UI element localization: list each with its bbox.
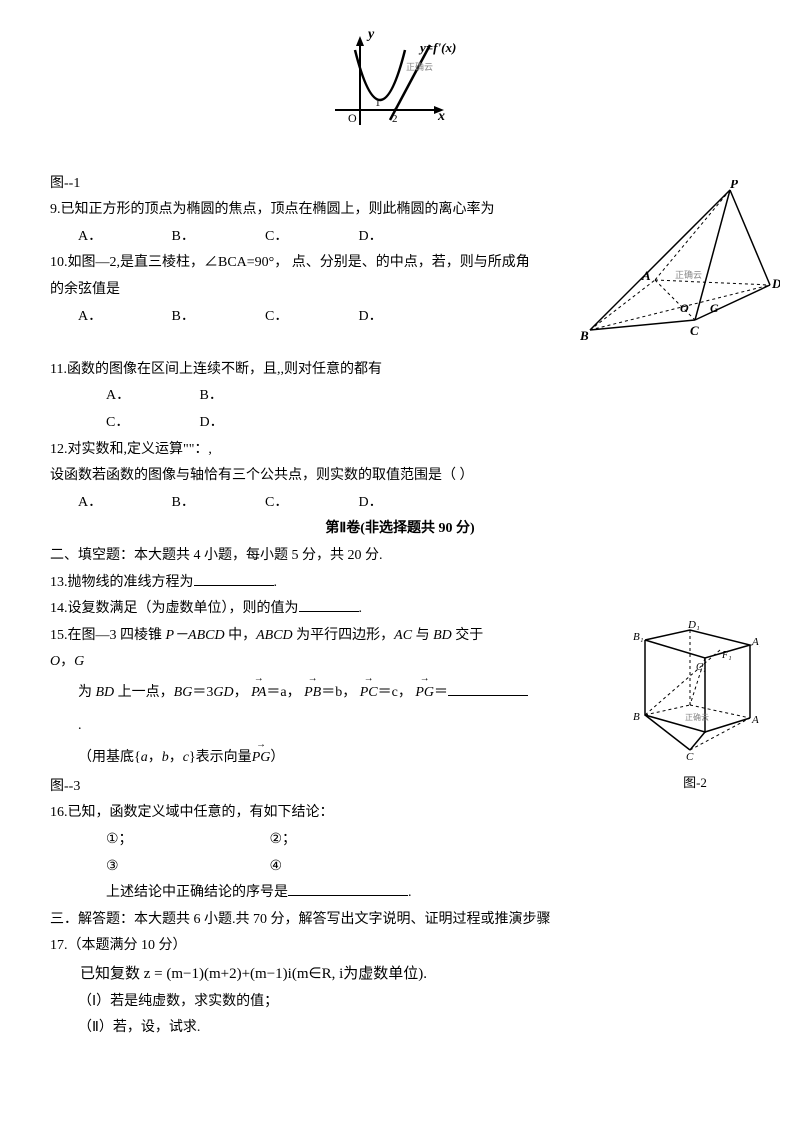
question-15: 15.在图—3 四棱锥 P－ABCD 中，ABCD 为平行四边形，AC 与 BD… [50, 623, 530, 774]
tick-1: 1 [375, 97, 381, 109]
q11-choice-c: C． [106, 410, 196, 437]
q16-row2: ③ ④ [50, 854, 750, 881]
q13-text: 13.抛物线的准线方程为 [50, 575, 194, 590]
q10-text: 10.如图—2,是直三棱柱，∠BCA=90°， 点、分别是、的中点，若，则与所成… [50, 250, 530, 303]
svg-text:B₁: B₁ [633, 631, 644, 643]
derivative-graph: y x y=f'(x) O 1 2 正确云 [50, 30, 750, 151]
svg-text:G: G [710, 301, 719, 315]
q16-answer: 上述结论中正确结论的序号是. [50, 880, 750, 907]
y-axis-label: y [366, 30, 375, 42]
svg-text:D: D [771, 276, 780, 291]
svg-text:C₁: C₁ [696, 662, 706, 673]
svg-text:D₁: D₁ [687, 620, 700, 631]
vec-pg-2: PG [252, 743, 271, 774]
tick-2: 2 [392, 113, 398, 125]
q11-choice-a: A． [106, 383, 196, 410]
question-13: 13.抛物线的准线方程为. [50, 570, 750, 597]
q10-choices: A． B． C． D． [50, 304, 530, 331]
question-10: 10.如图—2,是直三棱柱，∠BCA=90°， 点、分别是、的中点，若，则与所成… [50, 250, 530, 330]
graph-svg: y x y=f'(x) O 1 2 正确云 [320, 30, 480, 140]
q15-blank [448, 681, 528, 696]
func-label: y=f'(x) [418, 40, 456, 55]
q16-blank [288, 881, 408, 896]
svg-text:F₁: F₁ [721, 650, 732, 661]
q12-choice-c: C． [265, 490, 355, 517]
x-axis-label: x [437, 109, 445, 124]
svg-text:A: A [641, 268, 651, 283]
q11-choice-b: B． [200, 383, 290, 410]
prism-caption: 图-2 [630, 771, 760, 796]
vec-pa: PA [251, 676, 266, 710]
svg-text:C: C [686, 751, 694, 760]
watermark-text: 正确云 [406, 61, 433, 72]
q12-choice-d: D． [359, 490, 449, 517]
svg-text:A: A [751, 714, 759, 726]
q17-header: 17.（本题满分 10 分） [50, 933, 750, 960]
vec-pc: PC [360, 676, 378, 710]
q12-line2: 设函数若函数的图像与轴恰有三个公共点，则实数的取值范围是（ ） [50, 463, 750, 490]
svg-text:C: C [690, 323, 699, 338]
vec-pg: PG [415, 676, 434, 710]
q9-choice-b: B． [172, 224, 262, 251]
q12-choice-a: A． [78, 490, 168, 517]
q12-choice-b: B． [172, 490, 262, 517]
question-12: 12.对实数和,定义运算""：, 设函数若函数的图像与轴恰有三个公共点，则实数的… [50, 437, 750, 517]
svg-text:正确云: 正确云 [675, 269, 702, 280]
svg-text:正确云: 正确云 [685, 712, 709, 722]
svg-text:B: B [580, 328, 589, 343]
question-11: 11.函数的图像在区间上连续不断，且,,则对任意的都有 A． B． C． D． [50, 357, 750, 437]
svg-text:A₁: A₁ [751, 636, 760, 648]
origin-label: O [348, 111, 357, 125]
q9-choice-d: D． [359, 224, 449, 251]
q17-formula: 已知复数 z = (m−1)(m+2)+(m−1)i(m∈R, i为虚数单位). [50, 960, 750, 989]
part2-subtitle: 二、填空题：本大题共 4 小题，每小题 5 分，共 20 分. [50, 543, 750, 570]
vec-pb: PB [304, 676, 321, 710]
q14-text: 14.设复数满足（为虚数单位），则的值为 [50, 601, 299, 616]
q9-text: 9.已知正方形的顶点为椭圆的焦点，顶点在椭圆上，则此椭圆的离心率为 [50, 197, 530, 224]
part2-title: 第Ⅱ卷(非选择题共 90 分) [50, 516, 750, 543]
q13-blank [194, 571, 274, 586]
q11-choice-d: D． [200, 410, 290, 437]
q9-choices: A． B． C． D． [50, 224, 530, 251]
prism-figure: B₁ D₁ A₁ F₁ C₁ B A C 正确云 图-2 [630, 620, 760, 795]
q11-text: 11.函数的图像在区间上连续不断，且,,则对任意的都有 [50, 357, 750, 384]
part3-title: 三．解答题：本大题共 6 小题.共 70 分，解答写出文字说明、证明过程或推演步… [50, 907, 750, 934]
q9-choice-a: A． [78, 224, 168, 251]
q14-blank [299, 597, 359, 612]
q12-choices: A． B． C． D． [50, 490, 750, 517]
question-16: 16.已知，函数定义域中任意的，有如下结论： ①； ②； ③ ④ 上述结论中正确… [50, 800, 750, 906]
q11-choices-cd: C． D． [50, 410, 750, 437]
question-9: 9.已知正方形的顶点为椭圆的焦点，顶点在椭圆上，则此椭圆的离心率为 A． B． … [50, 197, 530, 250]
q17-part1: （Ⅰ）若是纯虚数，求实数的值； [50, 989, 750, 1016]
q10-choice-c: C． [265, 304, 355, 331]
q16-text: 16.已知，函数定义域中任意的，有如下结论： [50, 800, 750, 827]
question-17: 17.（本题满分 10 分） 已知复数 z = (m−1)(m+2)+(m−1)… [50, 933, 750, 1041]
q17-part2: （Ⅱ）若，设，试求. [50, 1015, 750, 1042]
q10-choice-b: B． [172, 304, 262, 331]
question-14: 14.设复数满足（为虚数单位），则的值为. [50, 596, 530, 623]
svg-text:P: P [730, 180, 739, 191]
q10-choice-d: D． [359, 304, 449, 331]
q16-row1: ①； ②； [50, 827, 750, 854]
q12-line1: 12.对实数和,定义运算""：, [50, 437, 750, 464]
pyramid-figure: P A B C D O G 正确云 [580, 180, 780, 361]
q10-choice-a: A． [78, 304, 168, 331]
q11-choices-ab: A． B． [50, 383, 750, 410]
svg-text:O: O [680, 301, 689, 315]
q9-choice-c: C． [265, 224, 355, 251]
svg-text:B: B [633, 711, 640, 723]
